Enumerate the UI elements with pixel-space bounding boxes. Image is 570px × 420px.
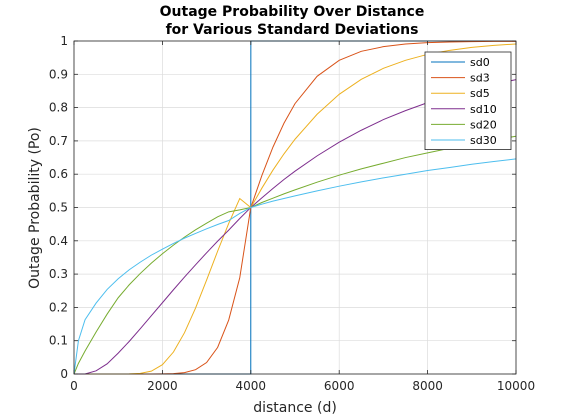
legend-label-sd3: sd3 bbox=[470, 72, 490, 85]
x-tick-labels: 0 2000 4000 6000 8000 10000 bbox=[70, 379, 535, 393]
y-tick-label-5: 0.5 bbox=[49, 201, 68, 215]
legend-label-sd10: sd10 bbox=[470, 103, 497, 116]
y-axis-label: Outage Probability (Po) bbox=[27, 127, 43, 289]
y-tick-label-1: 0.1 bbox=[49, 334, 68, 348]
legend-label-sd5: sd5 bbox=[470, 87, 490, 100]
y-tick-label-7: 0.7 bbox=[49, 134, 68, 148]
x-tick-label-0: 0 bbox=[70, 379, 78, 393]
y-tick-labels: 0 0.1 0.2 0.3 0.4 0.5 0.6 0.7 0.8 0.9 1 bbox=[49, 34, 68, 381]
series-line-sd10 bbox=[74, 79, 517, 375]
x-axis-label: distance (d) bbox=[253, 400, 337, 416]
chart-title-line-1: Outage Probability Over Distance bbox=[160, 4, 425, 20]
legend-label-sd30: sd30 bbox=[470, 134, 497, 147]
legend-box bbox=[424, 51, 512, 150]
y-tick-label-10: 1 bbox=[60, 34, 68, 48]
x-tick-label-5: 10000 bbox=[497, 379, 535, 393]
x-tick-label-4: 8000 bbox=[412, 379, 443, 393]
legend-label-sd0: sd0 bbox=[470, 56, 490, 69]
y-tick-label-8: 0.8 bbox=[49, 101, 68, 115]
chart-title: Outage Probability Over Distance for Var… bbox=[160, 4, 425, 38]
y-tick-label-4: 0.4 bbox=[49, 234, 68, 248]
axis-ticks bbox=[73, 40, 517, 375]
y-tick-label-2: 0.2 bbox=[49, 300, 68, 314]
x-tick-label-3: 6000 bbox=[324, 379, 355, 393]
y-tick-label-9: 0.9 bbox=[49, 67, 68, 81]
series-line-sd30 bbox=[73, 158, 517, 375]
x-tick-label-2: 4000 bbox=[236, 379, 267, 393]
series-line-sd20 bbox=[73, 135, 517, 375]
legend: sd0 sd3 sd5 sd10 sd20 sd30 bbox=[424, 51, 512, 150]
x-tick-label-1: 2000 bbox=[147, 379, 178, 393]
y-tick-label-6: 0.6 bbox=[49, 167, 68, 181]
y-tick-label-0: 0 bbox=[60, 367, 68, 381]
legend-label-sd20: sd20 bbox=[470, 118, 497, 131]
y-tick-label-3: 0.3 bbox=[49, 267, 68, 281]
chart-title-line-2: for Various Standard Deviations bbox=[166, 22, 419, 38]
